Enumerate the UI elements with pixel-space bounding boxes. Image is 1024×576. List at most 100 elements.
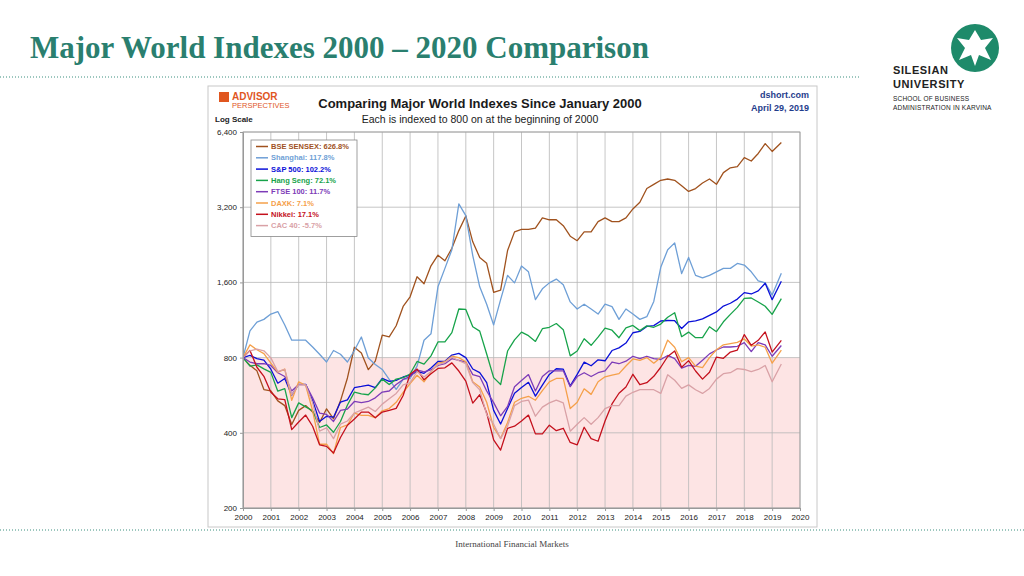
x-tick: 2018 — [736, 508, 754, 522]
grid-line-x — [549, 132, 550, 508]
legend-swatch — [256, 180, 268, 182]
x-tick-label: 2017 — [708, 513, 726, 522]
plot-frame — [243, 132, 800, 508]
legend-swatch — [256, 202, 268, 204]
legend-label: S&P 500: 102.2% — [271, 165, 331, 174]
y-tick-mark — [240, 132, 243, 133]
x-tick-mark — [271, 508, 272, 511]
grid-line-x — [465, 132, 466, 508]
legend-label: Nikkei: 17.1% — [271, 210, 319, 219]
series-line — [243, 349, 781, 439]
x-tick-label: 2012 — [569, 513, 587, 522]
footer: International Financial Markets — [455, 539, 569, 549]
grid-line-x — [577, 132, 578, 508]
x-tick-mark — [382, 508, 383, 511]
y-tick-label: 1,600 — [217, 278, 238, 287]
x-tick-label: 2009 — [485, 513, 503, 522]
x-tick: 2014 — [625, 508, 643, 522]
x-tick: 2005 — [374, 508, 392, 522]
x-tick: 2009 — [485, 508, 503, 522]
logo-text: UNIVERSITY — [893, 78, 965, 90]
x-tick-mark — [661, 508, 662, 511]
grid-line-x — [493, 132, 494, 508]
x-tick-label: 2019 — [764, 513, 782, 522]
chart-subtitle: Each is indexed to 800 on at the beginni… — [362, 113, 599, 125]
grid-line-x — [632, 132, 633, 508]
x-tick-label: 2000 — [235, 513, 253, 522]
y-tick: 3,200 — [217, 203, 243, 212]
x-tick: 2013 — [597, 508, 615, 522]
x-tick-mark — [744, 508, 745, 511]
x-tick: 2007 — [430, 508, 448, 522]
x-tick-label: 2008 — [457, 513, 475, 522]
x-tick-mark — [716, 508, 717, 511]
y-tick: 1,600 — [217, 278, 243, 287]
x-tick-mark — [689, 508, 690, 511]
y-tick-mark — [240, 358, 243, 359]
x-tick-mark — [633, 508, 634, 511]
logo-text: SILESIAN — [893, 64, 949, 76]
x-tick-label: 2005 — [374, 513, 392, 522]
x-tick-label: 2001 — [262, 513, 280, 522]
y-tick-mark — [240, 433, 243, 434]
legend-swatch — [256, 225, 268, 227]
x-tick-mark — [522, 508, 523, 511]
x-tick: 2001 — [262, 508, 280, 522]
y-tick-mark — [240, 207, 243, 208]
x-tick: 2011 — [541, 508, 559, 522]
legend-label: CAC 40: -5.7% — [271, 221, 322, 230]
annotation: dshort.com — [760, 90, 809, 100]
x-tick-mark — [410, 508, 411, 511]
x-tick: 2002 — [290, 508, 308, 522]
x-tick: 2019 — [764, 508, 782, 522]
legend-label: Hang Seng: 72.1% — [271, 176, 336, 185]
legend-swatch — [256, 168, 268, 170]
x-tick-label: 2020 — [792, 513, 810, 522]
grid-line-x — [410, 132, 411, 508]
y-tick-label: 400 — [224, 429, 238, 438]
slide: Major World Indexes 2000 – 2020 Comparis… — [0, 0, 1024, 576]
legend-label: Shanghai: 117.8% — [271, 153, 335, 162]
chart-title: Comparing Major World Indexes Since Janu… — [318, 96, 641, 111]
logo-emblem-figure — [957, 30, 993, 66]
x-tick: 2012 — [569, 508, 587, 522]
annotation: PERSPECTIVES — [232, 101, 290, 110]
x-tick: 2010 — [513, 508, 531, 522]
grid-line-x — [744, 132, 745, 508]
legend-swatch — [256, 146, 268, 148]
grid-line-x — [716, 132, 717, 508]
x-tick-mark — [466, 508, 467, 511]
y-tick: 6,400 — [217, 128, 243, 137]
x-tick-label: 2007 — [430, 513, 448, 522]
grid-line-x — [605, 132, 606, 508]
x-tick-mark — [354, 508, 355, 511]
logo-text: ADMINISTRATION IN KARVINA — [893, 104, 992, 111]
x-tick-label: 2002 — [290, 513, 308, 522]
x-tick-mark — [299, 508, 300, 511]
x-tick: 2006 — [402, 508, 420, 522]
x-tick-mark — [327, 508, 328, 511]
x-tick-label: 2011 — [541, 513, 559, 522]
x-tick: 2016 — [680, 508, 698, 522]
chart-frame — [208, 86, 817, 527]
legend-box — [251, 140, 357, 236]
x-axis: 2000200120022003200420052006200720082009… — [235, 508, 810, 522]
x-tick: 2020 — [792, 508, 810, 522]
slide-title: Major World Indexes 2000 – 2020 Comparis… — [30, 30, 649, 65]
x-tick: 2000 — [235, 508, 253, 522]
x-tick: 2015 — [652, 508, 670, 522]
brand-icon — [219, 92, 229, 102]
y-tick-mark — [240, 282, 243, 283]
x-tick-label: 2010 — [513, 513, 531, 522]
x-tick-label: 2003 — [318, 513, 336, 522]
y-axis-line — [243, 133, 244, 509]
x-tick-mark — [605, 508, 606, 511]
grid-line-x — [437, 132, 438, 508]
x-tick-mark — [438, 508, 439, 511]
legend: BSE SENSEX: 626.8%Shanghai: 117.8%S&P 50… — [251, 140, 357, 236]
title-rule — [0, 77, 860, 78]
y-tick: 400 — [224, 429, 243, 438]
legend-swatch — [256, 157, 268, 159]
logo: SILESIANUNIVERSITYSCHOOL OF BUSINESSADMI… — [893, 24, 999, 111]
legend-swatch — [256, 214, 268, 216]
